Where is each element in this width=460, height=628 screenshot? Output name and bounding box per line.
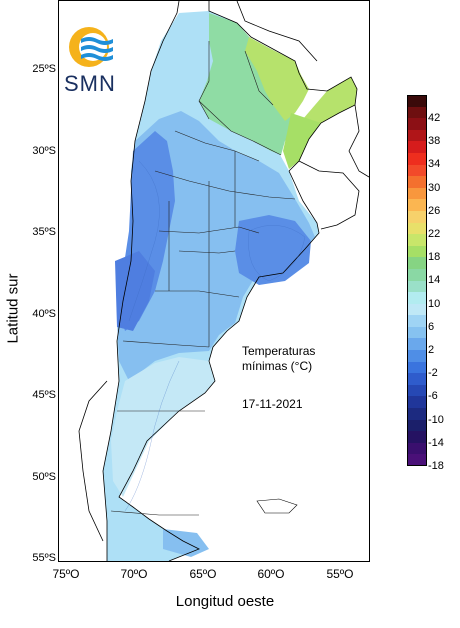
legend-label: 38	[428, 135, 441, 148]
x-tick-label: 65ºO	[189, 567, 217, 581]
legend-swatch	[407, 384, 427, 397]
legend-swatch	[407, 164, 427, 177]
y-tick-label: 55ºS	[32, 552, 56, 564]
argentina-land	[103, 11, 357, 561]
legend-swatch	[407, 222, 427, 235]
legend-label: 42	[428, 112, 441, 124]
legend-swatch	[407, 129, 427, 142]
legend-label: -2	[428, 367, 438, 380]
map-date: 17-11-2021	[242, 397, 303, 411]
legend-swatch	[407, 280, 427, 293]
legend-swatch	[407, 361, 427, 374]
region-hot-mesopotamia	[283, 113, 321, 169]
legend-swatch	[407, 210, 427, 223]
legend-swatch	[407, 257, 427, 269]
map-frame	[58, 0, 370, 562]
region-malvinas	[256, 498, 298, 514]
y-tick-label: 40ºS	[32, 308, 56, 320]
country-borders	[78, 1, 369, 561]
x-tick-label: 70ºO	[120, 567, 148, 581]
legend-swatch	[407, 118, 427, 130]
legend-label: 2	[428, 344, 435, 356]
legend-label: 26	[428, 204, 441, 217]
region-hot-ne	[245, 37, 309, 121]
legend-swatch	[407, 338, 427, 351]
title-line-2: mínimas (°C)	[242, 359, 313, 373]
legend-label: 30	[428, 181, 441, 194]
legend-label: -18	[428, 460, 444, 472]
legend-swatch	[407, 442, 427, 455]
region-warm-north	[199, 13, 307, 155]
y-axis-label: Latitud sur	[4, 273, 22, 344]
legend-label: 18	[428, 251, 441, 264]
legend-swatch	[407, 326, 427, 339]
legend-swatch	[407, 373, 427, 385]
legend-label: 10	[428, 297, 441, 310]
legend-swatch	[407, 245, 427, 258]
legend-label: 6	[428, 320, 435, 333]
temperature-map	[78, 1, 369, 561]
smn-logo-icon	[69, 27, 113, 67]
y-tick-label: 35ºS	[32, 226, 56, 238]
x-tick-label: 55ºO	[326, 567, 354, 581]
legend-swatch	[407, 408, 427, 420]
y-tick-label: 45ºS	[32, 389, 56, 401]
legend-swatch	[407, 106, 427, 119]
legend-label: -14	[428, 436, 444, 449]
legend-swatch	[407, 419, 427, 432]
legend-swatch	[407, 268, 427, 281]
region-hot-misiones	[303, 77, 357, 129]
legend-label: 34	[428, 158, 441, 171]
x-tick-label: 75ºO	[52, 567, 80, 581]
legend-swatch	[407, 431, 427, 443]
legend-swatch	[407, 454, 427, 466]
isotherm-lines	[124, 160, 306, 512]
y-tick-label: 25ºS	[32, 63, 56, 75]
legend-swatch	[407, 315, 427, 327]
legend-label: -6	[428, 390, 438, 403]
legend-swatch	[407, 95, 427, 107]
map-title: Temperaturas mínimas (°C)	[242, 344, 315, 374]
y-tick-label: 50ºS	[32, 471, 56, 483]
legend-swatch	[407, 199, 427, 211]
y-tick-label: 30ºS	[32, 145, 56, 157]
legend-swatch	[407, 396, 427, 409]
legend-swatch	[407, 141, 427, 153]
logo-text: SMN	[64, 71, 116, 96]
color-legend	[407, 95, 427, 466]
legend-swatch	[407, 152, 427, 165]
legend-swatch	[407, 176, 427, 188]
province-lines	[110, 41, 296, 516]
legend-swatch	[407, 292, 427, 304]
x-axis-label: Longitud oeste	[175, 593, 275, 610]
legend-swatch	[407, 303, 427, 316]
legend-swatch	[407, 187, 427, 200]
title-line-1: Temperaturas	[242, 344, 316, 358]
legend-swatch	[407, 234, 427, 246]
legend-swatch	[407, 350, 427, 362]
legend-label: 22	[428, 228, 441, 240]
legend-label: 14	[428, 274, 441, 287]
x-tick-label: 60ºO	[257, 567, 285, 581]
legend-label: -10	[428, 413, 444, 426]
region-cold-patagonia	[115, 251, 155, 331]
